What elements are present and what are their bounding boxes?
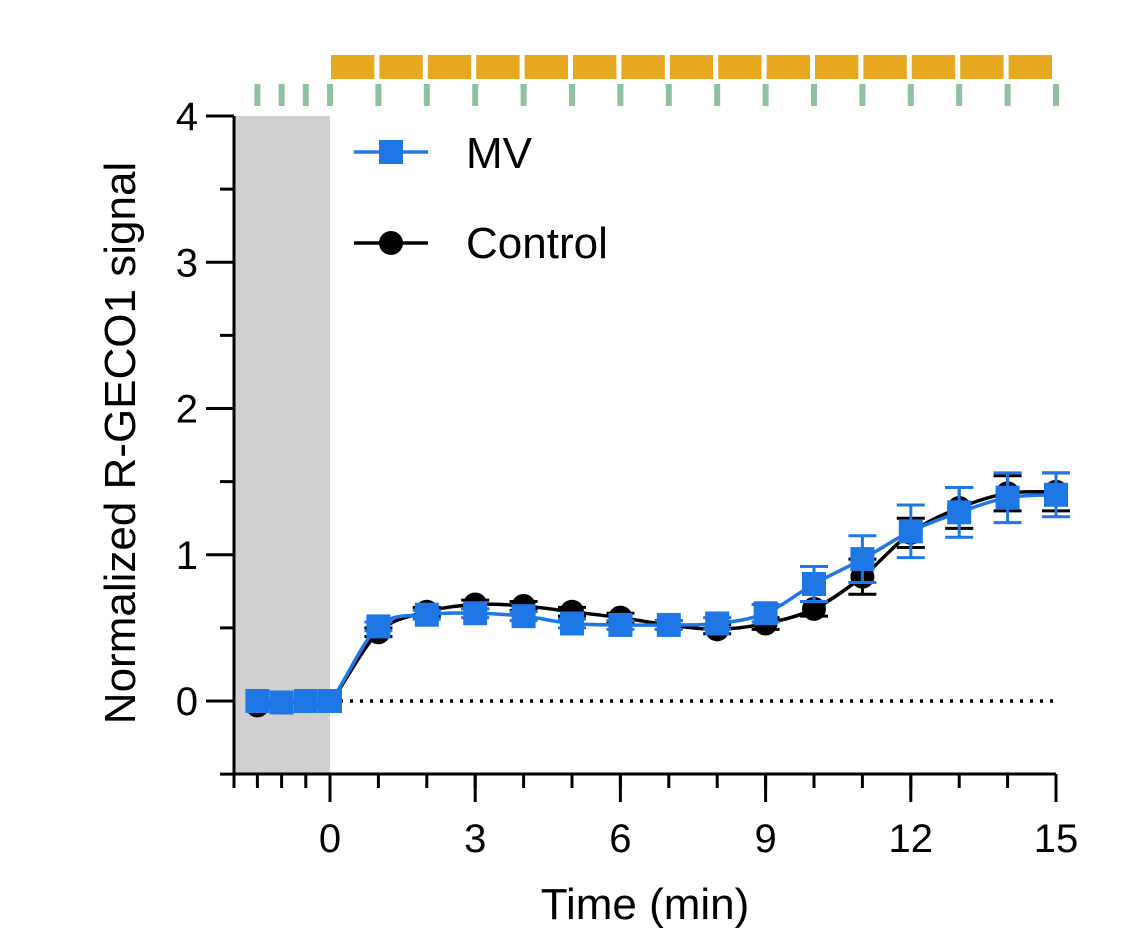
data-point-mv bbox=[802, 572, 826, 596]
series-line-mv bbox=[257, 493, 1057, 709]
data-point-mv bbox=[463, 601, 488, 626]
data-point-mv bbox=[414, 602, 439, 627]
data-point-mv bbox=[753, 601, 778, 626]
y-axis-title: Normalized R-GECO1 signal bbox=[96, 162, 145, 724]
sampling-mark bbox=[1053, 84, 1059, 106]
stimulus-block bbox=[524, 55, 568, 79]
data-point-mv bbox=[269, 690, 294, 715]
stimulus-block bbox=[573, 55, 617, 79]
stimulus-block bbox=[911, 55, 956, 79]
legend-marker-mv bbox=[379, 140, 403, 164]
series-line-control bbox=[257, 489, 1057, 708]
x-axis-title: Time (min) bbox=[541, 880, 750, 929]
data-point-mv bbox=[898, 519, 923, 544]
stimulus-block bbox=[863, 55, 907, 79]
stimulus-block bbox=[960, 55, 1004, 79]
legend-marker-control bbox=[379, 231, 403, 255]
data-point-mv bbox=[366, 614, 391, 639]
y-tick-label: 4 bbox=[176, 95, 198, 139]
sampling-mark bbox=[714, 84, 721, 106]
sampling-mark bbox=[278, 84, 285, 106]
sampling-mark bbox=[520, 84, 527, 106]
stimulus-block bbox=[766, 55, 810, 79]
data-point-mv bbox=[1044, 482, 1068, 507]
stimulus-block bbox=[815, 55, 859, 79]
x-tick-label: 15 bbox=[1034, 817, 1079, 861]
data-point-mv bbox=[318, 689, 342, 713]
sampling-mark bbox=[375, 84, 382, 106]
sampling-mark bbox=[302, 84, 309, 106]
stimulus-block bbox=[331, 55, 375, 79]
data-point-mv bbox=[850, 547, 875, 572]
y-tick-label: 0 bbox=[176, 680, 198, 724]
data-point-mv bbox=[705, 611, 730, 636]
y-tick-label: 1 bbox=[176, 534, 198, 578]
sampling-mark bbox=[617, 84, 624, 106]
stimulus-block bbox=[427, 55, 472, 79]
stimulus-block bbox=[379, 55, 423, 79]
legend-label-mv: MV bbox=[466, 129, 533, 178]
data-point-mv bbox=[995, 485, 1020, 510]
data-point-mv bbox=[293, 689, 318, 713]
sampling-mark bbox=[472, 84, 479, 106]
stimulus-block bbox=[1008, 55, 1052, 79]
sampling-mark bbox=[956, 84, 963, 106]
x-tick-label: 12 bbox=[889, 817, 934, 861]
x-tick-label: 6 bbox=[609, 817, 631, 861]
data-point-mv bbox=[608, 612, 633, 637]
y-tick-label: 2 bbox=[176, 388, 198, 432]
x-tick-label: 9 bbox=[754, 817, 776, 861]
stimulus-block bbox=[621, 55, 665, 79]
legend-label-control: Control bbox=[466, 219, 608, 268]
sampling-mark bbox=[423, 84, 430, 106]
sampling-mark bbox=[1004, 84, 1011, 106]
data-point-mv bbox=[560, 611, 584, 636]
sampling-mark bbox=[327, 84, 333, 106]
baseline-shade bbox=[233, 116, 330, 774]
stimulus-block bbox=[669, 55, 714, 79]
sampling-mark bbox=[569, 84, 575, 106]
sampling-mark bbox=[254, 84, 261, 106]
x-tick-label: 3 bbox=[464, 817, 486, 861]
y-tick-label: 3 bbox=[176, 241, 198, 285]
sampling-mark bbox=[762, 84, 769, 106]
data-point-mv bbox=[511, 604, 536, 629]
data-point-mv bbox=[947, 500, 972, 525]
stimulus-block bbox=[718, 55, 762, 79]
sampling-mark bbox=[811, 84, 817, 106]
stimulus-block bbox=[476, 55, 520, 79]
data-point-mv bbox=[656, 612, 681, 637]
sampling-mark bbox=[665, 84, 672, 106]
x-tick-label: 0 bbox=[319, 817, 341, 861]
sampling-mark bbox=[907, 84, 914, 106]
sampling-mark bbox=[859, 84, 866, 106]
data-point-mv bbox=[245, 689, 270, 713]
